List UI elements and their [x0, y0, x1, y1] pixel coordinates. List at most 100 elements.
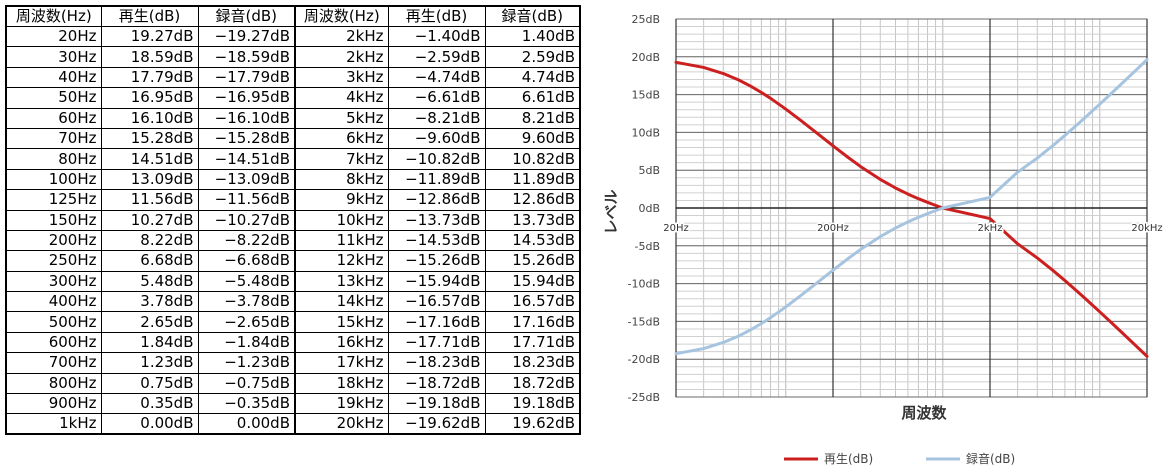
freq-cell: 3kHz: [294, 66, 389, 89]
playback-cell: 11.56dB: [100, 189, 199, 211]
playback-cell: −15.94dB: [387, 270, 486, 293]
recording-cell: 10.82dB: [484, 148, 581, 170]
freq-cell: 8kHz: [294, 168, 389, 191]
playback-cell: −2.59dB: [387, 46, 486, 68]
recording-cell: 17.16dB: [484, 311, 581, 333]
table-header-row: 周波数(Hz) 再生(dB) 録音(dB) 周波数(Hz) 再生(dB) 録音(…: [5, 5, 581, 27]
table-row: 20Hz 19.27dB −19.27dB 2kHz −1.40dB 1.40dB: [5, 25, 581, 48]
freq-cell: 5kHz: [294, 107, 389, 129]
table-row: 150Hz 10.27dB −10.27dB 10kHz −13.73dB 13.73dB: [5, 209, 581, 231]
playback-cell: −13.73dB: [387, 209, 486, 231]
table-row: 60Hz 16.10dB −16.10dB 5kHz −8.21dB 8.21dB: [5, 107, 581, 129]
playback-cell: 19.27dB: [100, 25, 199, 48]
y-tick-label: 0dB: [638, 202, 660, 215]
chart-series: [674, 58, 1149, 358]
recording-cell: −0.35dB: [197, 393, 296, 415]
playback-cell: 16.95dB: [100, 87, 199, 109]
freq-cell: 18kHz: [294, 372, 389, 395]
freq-cell: 15kHz: [294, 311, 389, 333]
recording-cell: 4.74dB: [484, 66, 581, 89]
y-tick-label: 15dB: [631, 89, 660, 102]
freq-cell: 10kHz: [294, 209, 389, 231]
x-tick-label: 20kHz: [1131, 223, 1162, 234]
x-tick-label: 200Hz: [817, 223, 849, 234]
table-row: 100Hz 13.09dB −13.09dB 8kHz −11.89dB 11.89dB: [5, 168, 581, 191]
table-row: 200Hz 8.22dB −8.22dB 11kHz −14.53dB 14.53dB: [5, 229, 581, 252]
freq-cell: 13kHz: [294, 270, 389, 293]
playback-cell: −10.82dB: [387, 148, 486, 170]
recording-cell: −11.56dB: [197, 189, 296, 211]
chart-legend: 再生(dB) 録音(dB): [784, 451, 1015, 466]
playback-cell: 15.28dB: [100, 127, 199, 150]
freq-cell: 4kHz: [294, 87, 389, 109]
y-tick-label: 10dB: [631, 126, 660, 139]
playback-cell: −6.61dB: [387, 87, 486, 109]
freq-cell: 900Hz: [5, 393, 102, 415]
table-row: 600Hz 1.84dB −1.84dB 16kHz −17.71dB 17.71dB: [5, 331, 581, 354]
recording-cell: 19.18dB: [484, 393, 581, 415]
header-recording-1: 録音(dB): [197, 5, 296, 27]
freq-cell: 700Hz: [5, 352, 102, 374]
recording-cell: −19.27dB: [197, 25, 296, 48]
table-row: 1kHz 0.00dB 0.00dB 20kHz −19.62dB 19.62dB: [5, 413, 581, 435]
recording-cell: 2.59dB: [484, 46, 581, 68]
freq-cell: 250Hz: [5, 250, 102, 272]
playback-cell: 14.51dB: [100, 148, 199, 170]
playback-cell: −12.86dB: [387, 189, 486, 211]
table-row: 800Hz 0.75dB −0.75dB 18kHz −18.72dB 18.72dB: [5, 372, 581, 395]
freq-cell: 50Hz: [5, 87, 102, 109]
freq-cell: 12kHz: [294, 250, 389, 272]
recording-cell: 18.23dB: [484, 352, 581, 374]
table-row: 40Hz 17.79dB −17.79dB 3kHz −4.74dB 4.74dB: [5, 66, 581, 89]
recording-cell: −16.10dB: [197, 107, 296, 129]
playback-cell: −17.16dB: [387, 311, 486, 333]
playback-cell: 1.84dB: [100, 331, 199, 354]
recording-cell: 6.61dB: [484, 87, 581, 109]
recording-cell: −1.23dB: [197, 352, 296, 374]
recording-cell: −10.27dB: [197, 209, 296, 231]
playback-cell: 13.09dB: [100, 168, 199, 191]
freq-cell: 70Hz: [5, 127, 102, 150]
header-playback-1: 再生(dB): [100, 5, 199, 27]
recording-cell: −8.22dB: [197, 229, 296, 252]
playback-cell: −11.89dB: [387, 168, 486, 191]
recording-cell: 19.62dB: [484, 413, 581, 435]
recording-cell: 17.71dB: [484, 331, 581, 354]
y-tick-label: -10dB: [628, 278, 661, 291]
freq-cell: 125Hz: [5, 189, 102, 211]
playback-cell: −17.71dB: [387, 331, 486, 354]
x-tick-label: 20Hz: [663, 223, 689, 234]
playback-cell: 0.75dB: [100, 372, 199, 395]
y-tick-label: 20dB: [631, 51, 660, 64]
freq-cell: 800Hz: [5, 372, 102, 395]
freq-cell: 300Hz: [5, 270, 102, 293]
header-frequency-1: 周波数(Hz): [5, 5, 102, 27]
recording-cell: 14.53dB: [484, 229, 581, 252]
y-tick-label: -15dB: [628, 315, 661, 328]
recording-cell: −0.75dB: [197, 372, 296, 395]
playback-cell: 5.48dB: [100, 270, 199, 293]
playback-cell: −16.57dB: [387, 291, 486, 313]
table-row: 700Hz 1.23dB −1.23dB 17kHz −18.23dB 18.23dB: [5, 352, 581, 374]
y-tick-label: -5dB: [635, 240, 661, 253]
recording-cell: 8.21dB: [484, 107, 581, 129]
playback-cell: −19.18dB: [387, 393, 486, 415]
recording-cell: 9.60dB: [484, 127, 581, 150]
freq-cell: 60Hz: [5, 107, 102, 129]
table-row: 80Hz 14.51dB −14.51dB 7kHz −10.82dB 10.82dB: [5, 148, 581, 170]
playback-cell: −18.72dB: [387, 372, 486, 395]
playback-cell: 16.10dB: [100, 107, 199, 129]
playback-cell: −15.26dB: [387, 250, 486, 272]
playback-cell: −18.23dB: [387, 352, 486, 374]
y-tick-labels: 25dB 20dB 15dB 10dB 5dB 0dB -5dB -10dB -15dB -20d…: [628, 13, 661, 404]
freq-cell: 2kHz: [294, 46, 389, 68]
x-axis-title: 周波数: [901, 404, 947, 422]
recording-cell: −15.28dB: [197, 127, 296, 150]
freq-cell: 150Hz: [5, 209, 102, 231]
playback-cell: 0.00dB: [100, 413, 199, 435]
recording-cell: −1.84dB: [197, 331, 296, 354]
table-row: 400Hz 3.78dB −3.78dB 14kHz −16.57dB 16.57dB: [5, 291, 581, 313]
data-table-panel: 周波数(Hz) 再生(dB) 録音(dB) 周波数(Hz) 再生(dB) 録音(…: [5, 5, 581, 436]
freq-cell: 500Hz: [5, 311, 102, 333]
table-row: 125Hz 11.56dB −11.56dB 9kHz −12.86dB 12.86dB: [5, 189, 581, 211]
